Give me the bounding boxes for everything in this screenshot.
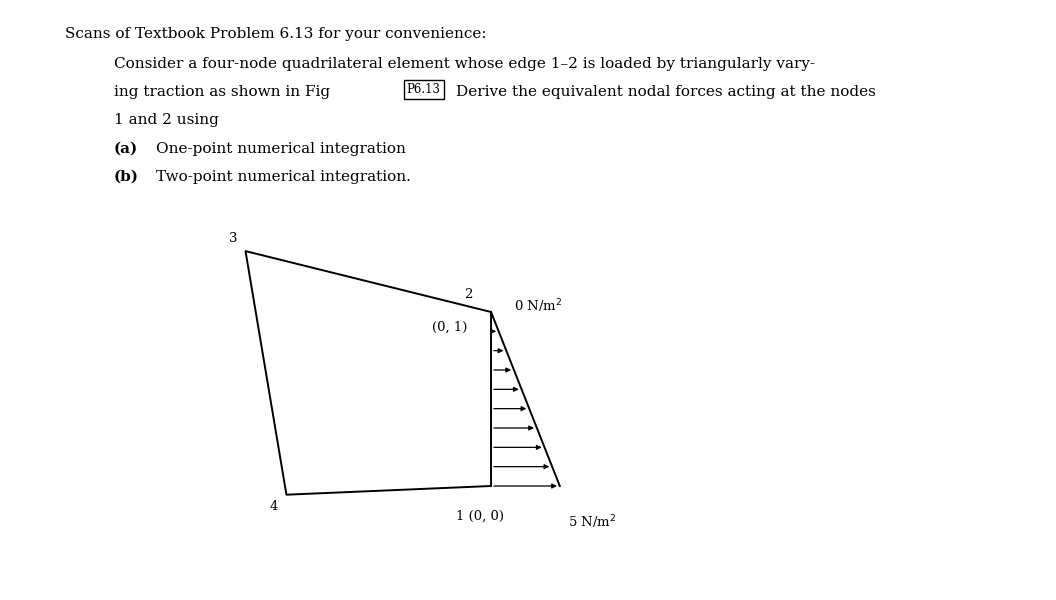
- Text: (0, 1): (0, 1): [433, 321, 468, 334]
- Text: 0 N/m$^2$: 0 N/m$^2$: [514, 297, 563, 315]
- Text: (b): (b): [114, 170, 139, 184]
- Text: (a): (a): [114, 142, 138, 155]
- Text: One-point numerical integration: One-point numerical integration: [156, 142, 407, 155]
- Text: Scans of Textbook Problem 6.13 for your convenience:: Scans of Textbook Problem 6.13 for your …: [65, 27, 487, 41]
- Text: ing traction as shown in Fig: ing traction as shown in Fig: [114, 85, 331, 99]
- Text: Two-point numerical integration.: Two-point numerical integration.: [156, 170, 411, 184]
- Text: 1 (0, 0): 1 (0, 0): [456, 510, 505, 523]
- Text: 4: 4: [269, 499, 278, 512]
- Text: P6.13: P6.13: [407, 83, 440, 97]
- Text: 2: 2: [464, 288, 472, 301]
- Text: Consider a four-node quadrilateral element whose edge 1–2 is loaded by triangula: Consider a four-node quadrilateral eleme…: [114, 57, 815, 71]
- Text: 3: 3: [228, 232, 238, 245]
- Text: 1 and 2 using: 1 and 2 using: [114, 113, 219, 127]
- Text: 5 N/m$^2$: 5 N/m$^2$: [568, 513, 617, 530]
- Text: Derive the equivalent nodal forces acting at the nodes: Derive the equivalent nodal forces actin…: [456, 85, 876, 99]
